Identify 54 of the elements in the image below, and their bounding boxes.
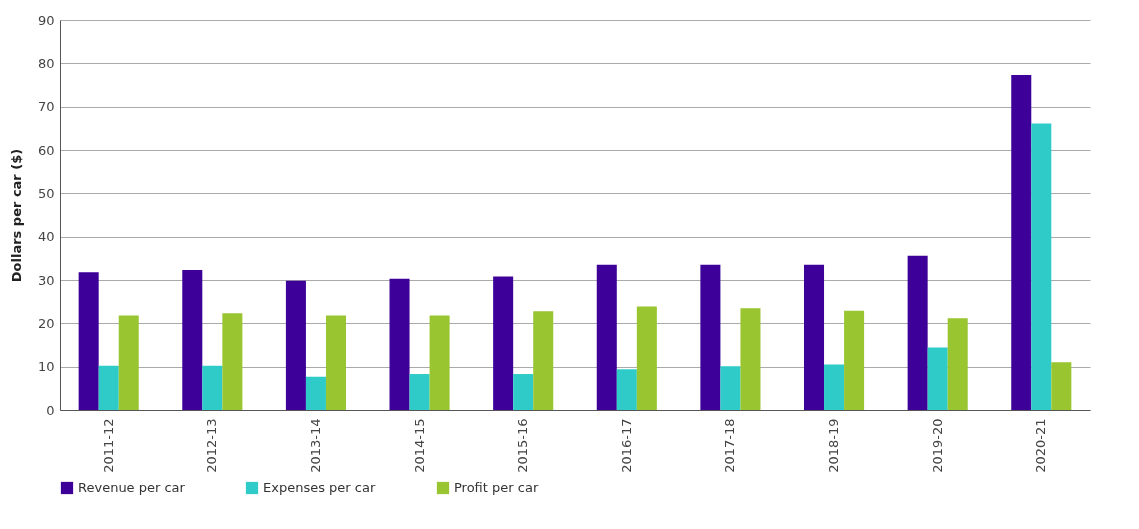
x-tick-label: 2017-18: [722, 418, 738, 473]
bar: [98, 365, 119, 410]
y-tick-label: 0: [46, 402, 55, 418]
bar: [78, 272, 99, 410]
y-tick-label: 80: [37, 55, 55, 71]
bar: [927, 347, 948, 410]
bar: [493, 276, 514, 410]
y-tick-label: 20: [37, 315, 55, 331]
bar: [305, 376, 326, 410]
bar: [202, 365, 223, 410]
bar: [844, 310, 865, 410]
bar: [389, 278, 410, 410]
bar: [616, 369, 637, 410]
bar: [182, 270, 203, 410]
y-tick-label: 90: [37, 12, 55, 28]
x-tick-label: 2018-19: [826, 418, 842, 473]
bar: [409, 374, 430, 410]
y-tick-label: 30: [37, 272, 55, 288]
bar: [907, 255, 928, 410]
y-tick-label: 70: [37, 99, 55, 115]
bar: [636, 306, 657, 410]
x-tick-label: 2015-16: [515, 418, 531, 473]
y-tick-label: 60: [37, 142, 55, 158]
bar: [1011, 75, 1032, 410]
bar: [824, 364, 845, 410]
y-tick-label: 50: [37, 185, 55, 201]
legend-label: Profit per car: [454, 480, 539, 495]
bar: [804, 264, 825, 410]
bar: [1031, 123, 1052, 410]
bar: [700, 264, 721, 410]
bar: [222, 313, 243, 410]
bar: [596, 264, 617, 410]
y-tick-label: 40: [37, 229, 55, 245]
x-tick-label: 2019-20: [929, 418, 945, 473]
bar: [533, 311, 554, 410]
bar: [1051, 362, 1072, 410]
legend-label: Revenue per car: [78, 480, 186, 495]
legend-label: Expenses per car: [263, 480, 376, 495]
bar: [740, 308, 761, 410]
x-tick-label: 2020-21: [1033, 418, 1049, 473]
bar: [325, 315, 346, 410]
x-tick-label: 2016-17: [618, 418, 634, 473]
x-tick-label: 2011-12: [100, 418, 116, 473]
bar: [947, 318, 968, 410]
bar: [285, 280, 306, 410]
bar: [429, 315, 450, 410]
x-tick-label: 2012-13: [204, 418, 220, 473]
x-tick-label: 2013-14: [307, 418, 323, 473]
x-tick-label: 2014-15: [411, 418, 427, 473]
bar: [118, 315, 139, 410]
bar: [513, 374, 534, 410]
bar: [720, 366, 741, 410]
y-axis-title: Dollars per car ($): [8, 148, 24, 283]
y-tick-label: 10: [37, 359, 55, 375]
